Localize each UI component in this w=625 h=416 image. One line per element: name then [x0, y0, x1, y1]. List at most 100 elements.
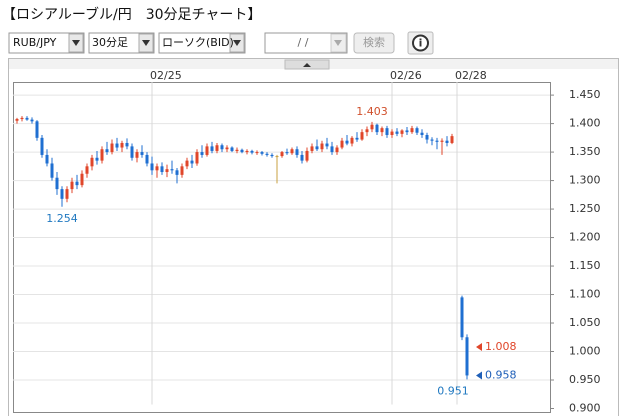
y-tick-label: 1.200	[569, 231, 601, 244]
candle-body	[180, 166, 184, 175]
candle-body	[395, 131, 399, 134]
style-select[interactable]: ローソク(BID)	[158, 32, 246, 54]
price-marker-label: 1.008	[485, 340, 517, 353]
select-box	[8, 32, 85, 54]
candle-body	[15, 119, 19, 121]
candle-body	[95, 157, 99, 161]
candle-body	[185, 160, 189, 167]
input-box	[264, 32, 348, 54]
y-tick-label: 0.900	[569, 401, 601, 414]
candle-body	[280, 152, 284, 157]
y-tick-label: 0.950	[569, 373, 601, 386]
y-tick-label: 1.350	[569, 145, 601, 158]
y-tick-label: 1.300	[569, 174, 601, 187]
date-input[interactable]: / /	[264, 32, 348, 54]
candle-body	[415, 128, 419, 133]
y-tick-label: 1.400	[569, 117, 601, 130]
select-text: ローソク(BID)	[162, 36, 234, 49]
candle-body	[275, 156, 279, 158]
candle-body	[170, 169, 174, 171]
candle-body	[65, 189, 69, 199]
select-box	[158, 32, 246, 54]
candle-body	[240, 149, 244, 153]
candle-body	[225, 147, 229, 150]
candle-body	[390, 131, 394, 135]
x-tick-label: 02/26	[390, 69, 422, 82]
candle-body	[450, 136, 454, 143]
info-button[interactable]: i	[407, 31, 434, 55]
info-circle	[412, 34, 429, 52]
candle-body	[400, 130, 404, 134]
candle-body	[250, 150, 254, 153]
extreme-label: 0.951	[437, 384, 469, 397]
price-marker	[476, 342, 482, 351]
candle-body	[35, 121, 39, 138]
candle-body	[100, 149, 104, 161]
candle-body	[125, 142, 129, 147]
collapse-tab[interactable]	[284, 59, 330, 70]
candle-body	[345, 140, 349, 144]
candle-body	[305, 150, 309, 161]
y-tick-label: 1.250	[569, 202, 601, 215]
select-arrow	[72, 40, 80, 46]
candle-body	[75, 181, 79, 186]
search-button[interactable]: 検索	[353, 32, 395, 54]
price-marker	[476, 371, 482, 380]
candle-body	[90, 157, 94, 167]
price-marker-label: 0.958	[485, 368, 517, 381]
x-tick-label: 02/28	[455, 69, 487, 82]
candle-body	[375, 124, 379, 133]
candle-body	[155, 166, 159, 171]
candle-body	[145, 154, 149, 164]
page-title: 【ロシアルーブル/円 30分足チャート】	[2, 6, 261, 23]
candle-body	[380, 128, 384, 133]
candle-body	[365, 129, 369, 133]
plot-area	[13, 82, 551, 413]
select-arrow	[233, 40, 241, 46]
candle-body	[255, 152, 259, 154]
candle-body	[370, 124, 374, 130]
candle-body	[160, 166, 164, 173]
y-tick-label: 1.150	[569, 259, 601, 272]
candle-body	[360, 132, 364, 140]
candle-body	[385, 128, 389, 135]
candle-body	[20, 117, 24, 120]
candle-body	[315, 146, 319, 150]
candle-body	[330, 146, 334, 153]
candle-body	[25, 117, 29, 120]
candle-body	[175, 170, 179, 175]
candle-body	[215, 145, 219, 151]
candle-body	[435, 140, 439, 142]
candle-body	[290, 149, 294, 154]
candle-body	[465, 337, 469, 376]
candle-body	[190, 160, 194, 164]
candle-body	[425, 134, 429, 140]
candle-body	[140, 152, 144, 155]
select-arrow	[334, 40, 342, 46]
info-text: i	[419, 37, 423, 50]
y-tick-label: 1.100	[569, 288, 601, 301]
candle-body	[55, 177, 59, 190]
select-box	[88, 32, 155, 54]
candle-body	[150, 163, 154, 171]
y-tick-label: 1.050	[569, 316, 601, 329]
extreme-label: 1.403	[356, 105, 388, 118]
interval-select[interactable]: 30分足	[88, 32, 155, 54]
y-tick-label: 1.000	[569, 345, 601, 358]
tab-arrow	[303, 63, 311, 67]
pair-select[interactable]: RUB/JPY	[8, 32, 85, 54]
candle-body	[235, 149, 239, 151]
x-tick-label: 02/25	[150, 69, 182, 82]
candle-body	[340, 140, 344, 148]
candle-body	[165, 169, 169, 173]
candle-body	[130, 146, 134, 158]
candle-body	[200, 152, 204, 155]
select-text: RUB/JPY	[13, 36, 57, 49]
candle-body	[335, 147, 339, 153]
candle-body	[320, 143, 324, 150]
candle-body	[70, 181, 74, 190]
candle-body	[80, 173, 84, 186]
candle-body	[350, 137, 354, 144]
select-text: 30分足	[92, 36, 128, 49]
